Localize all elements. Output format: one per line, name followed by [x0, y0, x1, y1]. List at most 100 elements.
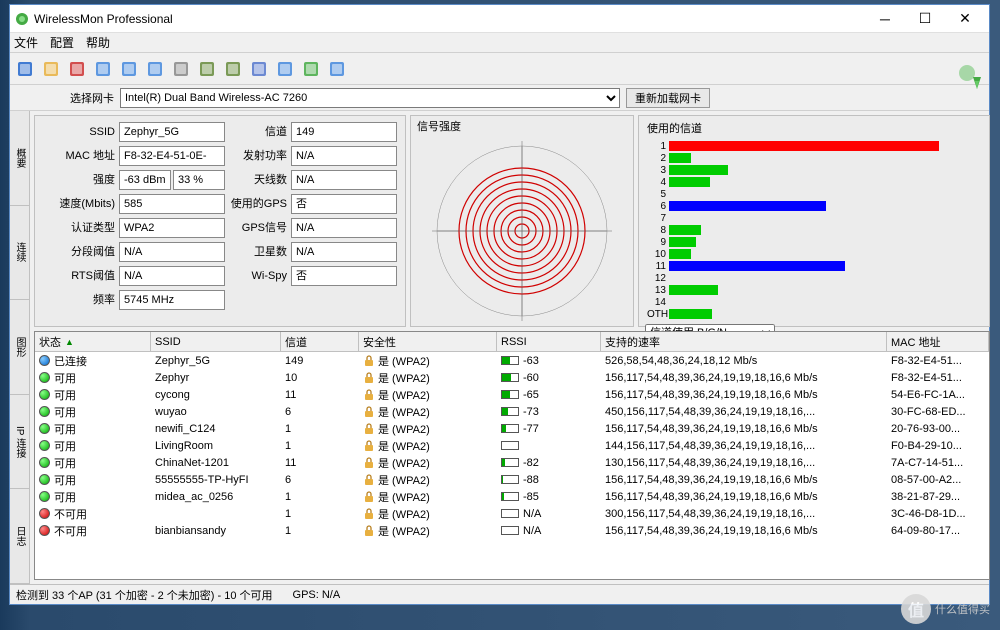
window-title: WirelessMon Professional	[34, 12, 865, 26]
titlebar: WirelessMon Professional ─ ☐ ✕	[10, 5, 989, 33]
menu-config[interactable]: 配置	[50, 34, 74, 51]
vtab-2[interactable]: 图形	[10, 300, 29, 395]
table-row[interactable]: 可用midea_ac_02561是 (WPA2)-85156,117,54,48…	[35, 488, 989, 505]
info-value: N/A	[291, 170, 397, 190]
save-icon[interactable]	[14, 58, 36, 80]
table-row[interactable]: 可用LivingRoom1是 (WPA2)144,156,117,54,48,3…	[35, 437, 989, 454]
info-value: 5745 MHz	[119, 290, 225, 310]
export-icon[interactable]	[196, 58, 218, 80]
record-icon[interactable]	[66, 58, 88, 80]
maximize-button[interactable]: ☐	[905, 6, 945, 32]
toolbar	[10, 53, 989, 85]
menu-help[interactable]: 帮助	[86, 34, 110, 51]
watermark-icon: 值	[901, 594, 931, 624]
channel-bar-row: 9	[647, 236, 981, 248]
channel-bar-row: 14	[647, 296, 981, 308]
info-label: 使用的GPS	[229, 194, 287, 214]
channel-bar-row: 7	[647, 212, 981, 224]
channel-title: 使用的信道	[641, 118, 987, 138]
open-icon[interactable]	[40, 58, 62, 80]
main-panel: SSIDZephyr_5G信道149MAC 地址F8-32-E4-51-0E-1…	[30, 111, 994, 584]
info-value: N/A	[119, 266, 225, 286]
channel-bar-row: 11	[647, 260, 981, 272]
signal-logo-icon	[957, 63, 985, 91]
network-grid: 状态▲ SSID 信道 安全性 RSSI 支持的速率 MAC 地址 已连接Zep…	[34, 331, 990, 580]
watermark: 值 什么值得买	[901, 594, 990, 624]
help-icon[interactable]	[326, 58, 348, 80]
col-ssid[interactable]: SSID	[151, 332, 281, 351]
col-mac[interactable]: MAC 地址	[887, 332, 989, 351]
app-window: WirelessMon Professional ─ ☐ ✕ 文件 配置 帮助 …	[9, 4, 990, 605]
channel-bar-row: 12	[647, 272, 981, 284]
channel-bar-row: 13	[647, 284, 981, 296]
info-value: N/A	[291, 242, 397, 262]
vtab-3[interactable]: IP 连接	[10, 395, 29, 490]
vtab-1[interactable]: 连续	[10, 206, 29, 301]
grid-body[interactable]: 已连接Zephyr_5G149是 (WPA2)-63526,58,54,48,3…	[35, 352, 989, 579]
minimize-button[interactable]: ─	[865, 6, 905, 32]
table-row[interactable]: 已连接Zephyr_5G149是 (WPA2)-63526,58,54,48,3…	[35, 352, 989, 369]
channel-bar-row: 4	[647, 176, 981, 188]
info-value: N/A	[291, 218, 397, 238]
info-label: 天线数	[229, 170, 287, 190]
channel-bar-row: 2	[647, 152, 981, 164]
info-value: Zephyr_5G	[119, 122, 225, 142]
vtab-4[interactable]: 日志	[10, 489, 29, 584]
info-label: 强度	[43, 170, 115, 190]
signal-radar-panel: 信号强度	[410, 115, 634, 327]
statusbar: 检测到 33 个AP (31 个加密 - 2 个未加密) - 10 个可用 GP…	[10, 584, 989, 604]
info-value: 否	[291, 194, 397, 214]
net3-icon[interactable]	[144, 58, 166, 80]
status-gps: GPS: N/A	[293, 589, 341, 601]
info-value: N/A	[119, 242, 225, 262]
table-row[interactable]: 可用newifi_C1241是 (WPA2)-77156,117,54,48,3…	[35, 420, 989, 437]
col-security[interactable]: 安全性	[359, 332, 497, 351]
col-rssi[interactable]: RSSI	[497, 332, 601, 351]
info-label: MAC 地址	[43, 146, 115, 166]
vertical-tabs: 概要连续图形IP 连接日志	[10, 111, 30, 584]
channel-bar-row: 1	[647, 140, 981, 152]
vtab-0[interactable]: 概要	[10, 111, 29, 206]
info-value: WPA2	[119, 218, 225, 238]
col-status[interactable]: 状态▲	[35, 332, 151, 351]
refresh-icon[interactable]	[300, 58, 322, 80]
channel-bar-row: 10	[647, 248, 981, 260]
reload-adapter-button[interactable]: 重新加载网卡	[626, 88, 710, 108]
info-value: 149	[291, 122, 397, 142]
info-label: 卫星数	[229, 242, 287, 262]
close-button[interactable]: ✕	[945, 6, 985, 32]
radar-title: 信号强度	[411, 116, 633, 136]
adapter-row: 选择网卡 Intel(R) Dual Band Wireless-AC 7260…	[10, 85, 989, 111]
info-label: Wi-Spy	[229, 266, 287, 286]
config-icon[interactable]	[222, 58, 244, 80]
list-icon[interactable]	[248, 58, 270, 80]
status-aps: 检测到 33 个AP (31 个加密 - 2 个未加密) - 10 个可用	[16, 587, 273, 603]
col-rates[interactable]: 支持的速率	[601, 332, 887, 351]
gps-icon[interactable]	[274, 58, 296, 80]
print-icon[interactable]	[170, 58, 192, 80]
channel-bar-row: 8	[647, 224, 981, 236]
info-value: -63 dBm	[119, 170, 171, 190]
table-row[interactable]: 可用ChinaNet-120111是 (WPA2)-82130,156,117,…	[35, 454, 989, 471]
info-label: SSID	[43, 122, 115, 142]
table-row[interactable]: 可用wuyao6是 (WPA2)-73450,156,117,54,48,39,…	[35, 403, 989, 420]
table-row[interactable]: 可用55555555-TP-HyFI6是 (WPA2)-88156,117,54…	[35, 471, 989, 488]
info-label: 信道	[229, 122, 287, 142]
table-row[interactable]: 不可用1是 (WPA2)N/A300,156,117,54,48,39,36,2…	[35, 505, 989, 522]
channel-bar-row: 5	[647, 188, 981, 200]
info-value: N/A	[291, 146, 397, 166]
net2-icon[interactable]	[118, 58, 140, 80]
adapter-select[interactable]: Intel(R) Dual Band Wireless-AC 7260	[120, 88, 620, 108]
table-row[interactable]: 不可用bianbiansandy1是 (WPA2)N/A156,117,54,4…	[35, 522, 989, 539]
menu-file[interactable]: 文件	[14, 34, 38, 51]
info-label: RTS阈值	[43, 266, 115, 286]
info-value: F8-32-E4-51-0E-1C	[119, 146, 225, 166]
info-value: 33 %	[173, 170, 225, 190]
table-row[interactable]: 可用cycong11是 (WPA2)-65156,117,54,48,39,36…	[35, 386, 989, 403]
net1-icon[interactable]	[92, 58, 114, 80]
table-row[interactable]: 可用Zephyr10是 (WPA2)-60156,117,54,48,39,36…	[35, 369, 989, 386]
info-label: GPS信号	[229, 218, 287, 238]
menubar: 文件 配置 帮助	[10, 33, 989, 53]
radar-chart	[427, 136, 617, 326]
col-channel[interactable]: 信道	[281, 332, 359, 351]
